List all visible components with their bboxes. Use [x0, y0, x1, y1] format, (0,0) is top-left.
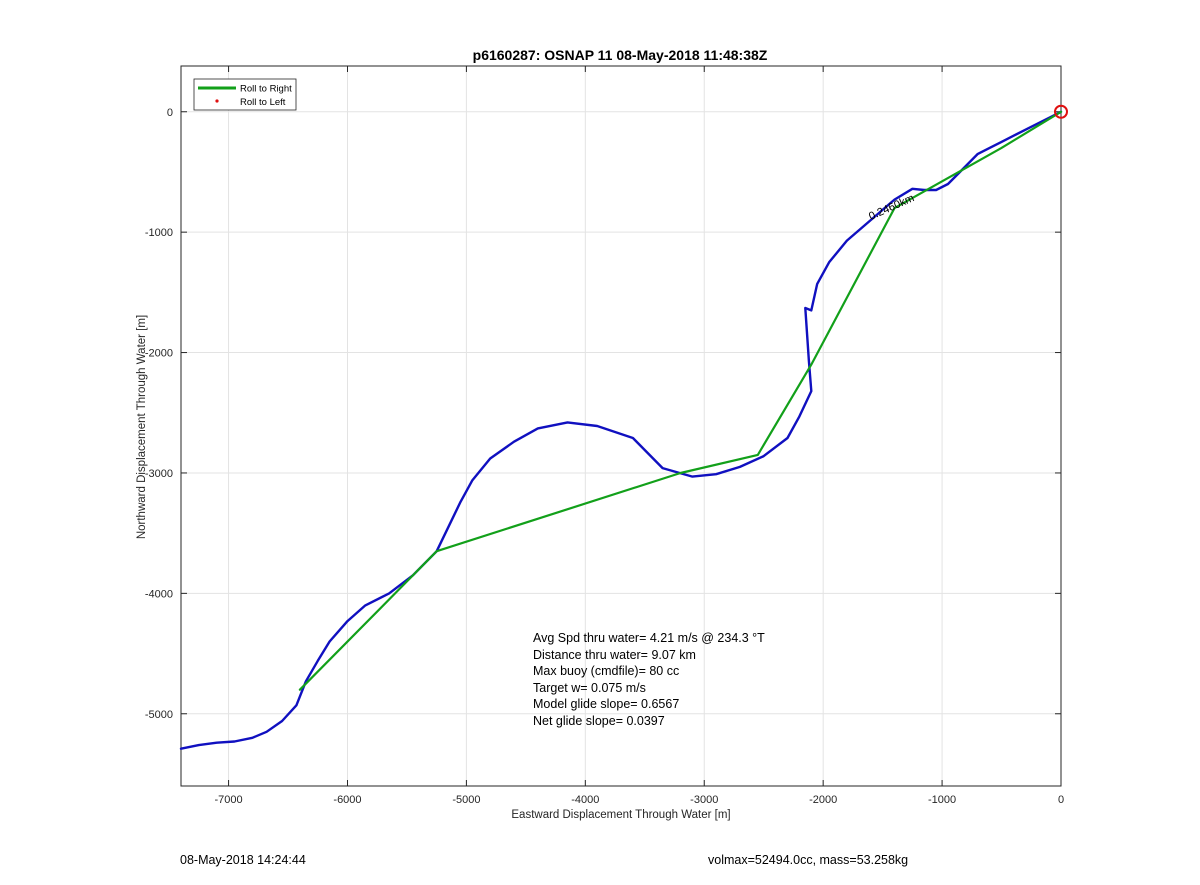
y-tick-label-3: -3000 — [145, 468, 173, 480]
stat-distance: Distance thru water= 9.07 km — [533, 648, 696, 662]
y-tick-label-2: -2000 — [145, 348, 173, 360]
y-tick-label-5: -5000 — [145, 709, 173, 721]
x-tick-labels: -7000 -6000 -5000 -4000 -3000 -2000 -1000 0 — [214, 794, 1064, 806]
stat-max-buoy: Max buoy (cmdfile)= 80 cc — [533, 664, 679, 678]
axis-ticks — [181, 66, 1062, 786]
series-line-1 — [298, 110, 1063, 691]
y-tick-label-1: -1000 — [145, 227, 173, 239]
chart-title: p6160287: OSNAP 11 08-May-2018 11:48:38Z — [473, 47, 768, 63]
stats-annotation: Avg Spd thru water= 4.21 m/s @ 234.3 °T … — [533, 631, 765, 728]
x-tick-label-3: -4000 — [571, 794, 599, 806]
x-tick-label-4: -3000 — [690, 794, 718, 806]
axes-box — [180, 65, 1062, 787]
y-axis-label: Northward Displacement Through Water [m] — [136, 315, 148, 539]
x-axis-label: Eastward Displacement Through Water [m] — [511, 809, 730, 821]
stat-model-glide-slope: Model glide slope= 0.6567 — [533, 697, 679, 711]
stat-avg-speed: Avg Spd thru water= 4.21 m/s @ 234.3 °T — [533, 631, 765, 645]
stat-net-glide-slope: Net glide slope= 0.0397 — [533, 714, 665, 728]
y-tick-label-0: 0 — [167, 107, 173, 119]
x-tick-label-2: -5000 — [452, 794, 480, 806]
footer-volmax-mass: volmax=52494.0cc, mass=53.258kg — [708, 853, 908, 867]
x-tick-label-6: -1000 — [928, 794, 956, 806]
legend-swatch-roll-left — [215, 99, 219, 103]
series-group — [179, 110, 1063, 750]
x-tick-label-5: -2000 — [809, 794, 837, 806]
legend: Roll to Right Roll to Left — [193, 78, 297, 111]
legend-label-roll-left: Roll to Left — [240, 97, 286, 108]
y-tick-labels: 0 -1000 -2000 -3000 -4000 -5000 — [145, 107, 173, 721]
x-tick-label-7: 0 — [1058, 794, 1064, 806]
legend-box — [193, 78, 297, 111]
legend-label-roll-right: Roll to Right — [240, 84, 292, 95]
series-line-0 — [179, 110, 1063, 750]
y-tick-label-4: -4000 — [145, 588, 173, 600]
footer-timestamp: 08-May-2018 14:24:44 — [180, 853, 306, 867]
stat-target-w: Target w= 0.075 m/s — [533, 681, 646, 695]
x-tick-label-0: -7000 — [214, 794, 242, 806]
x-tick-label-1: -6000 — [333, 794, 361, 806]
dive-end-marker — [1054, 104, 1068, 119]
